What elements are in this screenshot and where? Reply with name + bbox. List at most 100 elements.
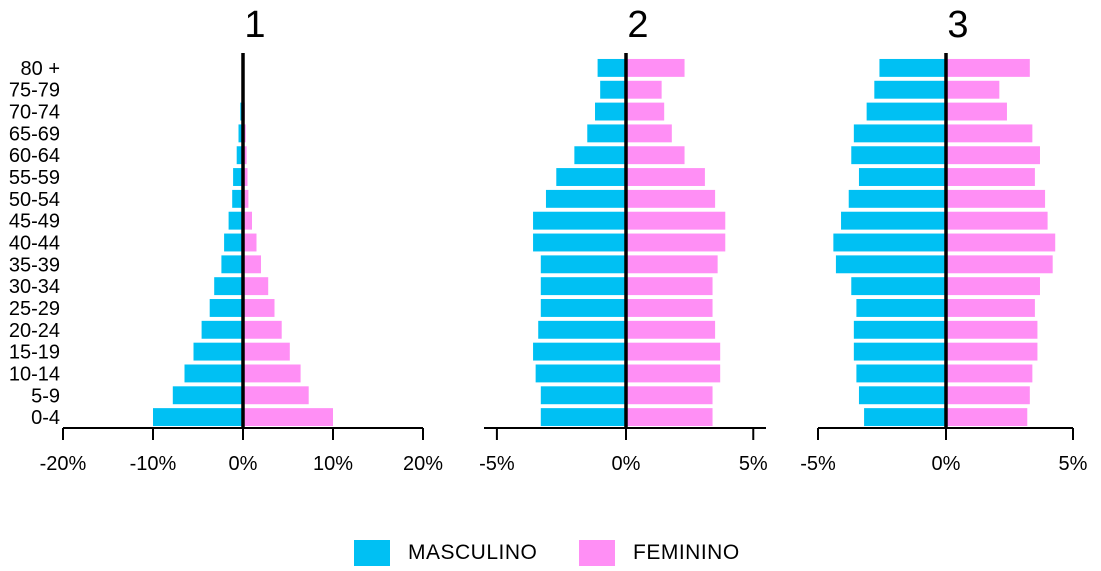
female-bar [946, 386, 1030, 405]
male-bar [533, 342, 626, 361]
male-bar [540, 386, 626, 405]
female-bar [243, 255, 261, 274]
male-bar [533, 211, 626, 230]
female-bar [626, 102, 665, 121]
female-bar [243, 211, 252, 230]
male-bar [864, 408, 946, 427]
female-bar [946, 124, 1033, 143]
age-label: 65-69 [9, 123, 60, 145]
female-bar [946, 102, 1007, 121]
male-bar [540, 255, 626, 274]
male-bar [856, 364, 946, 383]
female-bar [626, 320, 716, 339]
male-bar [224, 233, 243, 252]
female-bar [626, 233, 726, 252]
male-bar [597, 58, 626, 77]
legend-swatch-female [579, 540, 615, 566]
x-tick-label: -10% [130, 453, 177, 475]
female-bar [243, 299, 275, 317]
male-bar [879, 58, 946, 77]
female-bar [626, 364, 721, 383]
female-bar [946, 58, 1030, 77]
legend-label-male: MASCULINO [408, 541, 538, 564]
female-bar [946, 80, 1000, 99]
age-label: 80 + [21, 58, 60, 80]
female-bar [626, 189, 716, 208]
x-tick-label: 5% [739, 453, 768, 475]
x-tick-label: 5% [1059, 453, 1088, 475]
male-bar [540, 277, 626, 296]
age-label: 30-34 [9, 276, 60, 298]
female-bar [626, 168, 705, 186]
pyramid-title-2: 2 [627, 4, 648, 46]
male-bar [600, 80, 626, 99]
female-bar [626, 58, 685, 77]
pyramid-title-3: 3 [947, 4, 968, 46]
x-tick-label: -5% [800, 453, 836, 475]
male-bar [236, 146, 243, 165]
age-label: 25-29 [9, 298, 60, 320]
female-bar [626, 299, 713, 317]
male-bar [853, 124, 946, 143]
x-tick-label: -20% [40, 453, 87, 475]
female-bar [626, 211, 726, 230]
x-tick-label: 0% [229, 453, 258, 475]
female-bar [243, 189, 249, 208]
male-bar [848, 189, 946, 208]
age-label: 5-9 [31, 385, 60, 407]
male-bar [221, 255, 243, 274]
male-bar [214, 277, 243, 296]
male-bar [874, 80, 946, 99]
male-bar [540, 408, 626, 427]
age-label: 75-79 [9, 80, 60, 102]
male-bar [228, 211, 243, 230]
female-bar [946, 211, 1048, 230]
male-bar [535, 364, 626, 383]
female-bar [243, 386, 309, 405]
male-bar [587, 124, 626, 143]
x-tick-label: 0% [612, 453, 641, 475]
male-bar [201, 320, 243, 339]
age-label: 0-4 [31, 407, 60, 429]
male-bar [209, 299, 243, 317]
male-bar [538, 320, 626, 339]
female-bar [626, 124, 672, 143]
age-label: 20-24 [9, 320, 60, 342]
female-bar [243, 146, 247, 165]
male-bar [172, 386, 243, 405]
x-tick-label: 20% [403, 453, 443, 475]
legend-item-female: FEMININO [579, 540, 740, 566]
female-bar [243, 342, 290, 361]
female-bar [243, 277, 269, 296]
age-label: 50-54 [9, 189, 60, 211]
age-label: 35-39 [9, 254, 60, 276]
female-bar [946, 189, 1046, 208]
male-bar [556, 168, 626, 186]
male-bar [853, 320, 946, 339]
male-bar [866, 102, 946, 121]
male-bar [833, 233, 946, 252]
male-bar [232, 189, 243, 208]
female-bar [243, 408, 333, 427]
female-bar [626, 146, 685, 165]
female-bar [946, 342, 1038, 361]
age-label: 40-44 [9, 233, 60, 255]
x-tick-label: -5% [479, 453, 515, 475]
female-bar [946, 299, 1035, 317]
male-bar [233, 168, 243, 186]
male-bar [545, 189, 626, 208]
female-bar [626, 386, 713, 405]
age-label: 15-19 [9, 342, 60, 364]
male-bar [851, 277, 946, 296]
female-bar [243, 320, 282, 339]
age-label: 45-49 [9, 211, 60, 233]
male-bar [184, 364, 243, 383]
female-bar [946, 408, 1028, 427]
age-label: 60-64 [9, 145, 60, 167]
male-bar [835, 255, 946, 274]
legend-swatch-male [354, 540, 390, 566]
male-bar [238, 124, 243, 143]
pyramid-title-1: 1 [244, 4, 265, 46]
male-bar [595, 102, 626, 121]
female-bar [626, 408, 713, 427]
